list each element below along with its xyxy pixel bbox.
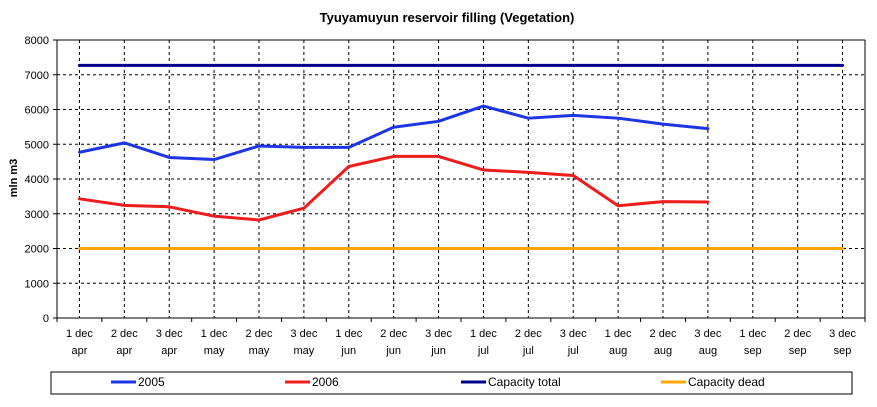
x-tick-label-month: sep — [834, 345, 852, 357]
x-tick-label-month: sep — [744, 345, 762, 357]
x-tick-label-month: apr — [71, 345, 87, 357]
x-tick-label-decade: 3 dec — [290, 328, 317, 340]
x-tick-label-decade: 1 dec — [739, 328, 766, 340]
x-tick-label-decade: 3 dec — [694, 328, 721, 340]
x-tick-label-month: may — [293, 345, 314, 357]
y-axis-label: mln m3 — [8, 159, 20, 198]
legend-label: Capacity dead — [688, 375, 765, 389]
y-tick-label: 0 — [43, 313, 49, 325]
x-tick-labels: 1 dec apr 2 dec apr 3 dec apr 1 dec may 2 dec may… — [66, 328, 857, 357]
x-tick-label-decade: 2 dec — [246, 328, 273, 340]
x-tick-label-month: may — [249, 345, 270, 357]
x-tick-label-decade: 3 dec — [829, 328, 856, 340]
legend-label: 2006 — [312, 375, 339, 389]
legend-label: Capacity total — [488, 375, 561, 389]
y-tick-label: 5000 — [25, 139, 49, 151]
x-tick-label-month: aug — [699, 345, 717, 357]
x-tick-label-decade: 1 dec — [335, 328, 362, 340]
x-tick-label-month: apr — [161, 345, 177, 357]
y-tick-label: 7000 — [25, 70, 49, 82]
axes — [53, 39, 866, 322]
y-tick-label: 6000 — [25, 105, 49, 117]
y-tick-label: 1000 — [25, 278, 49, 290]
x-tick-label-decade: 2 dec — [515, 328, 542, 340]
x-tick-label-decade: 3 dec — [425, 328, 452, 340]
y-tick-label: 2000 — [25, 244, 49, 256]
x-tick-label-month: may — [204, 345, 225, 357]
x-tick-label-month: jun — [340, 345, 356, 357]
x-tick-label-decade: 2 dec — [650, 328, 677, 340]
y-tick-labels: 0 1000 2000 3000 4000 5000 6000 7000 8000 — [25, 35, 49, 325]
x-tick-label-decade: 1 dec — [66, 328, 93, 340]
x-tick-label-decade: 2 dec — [111, 328, 138, 340]
x-tick-label-month: aug — [609, 345, 627, 357]
chart-title: Tyuyamuyun reservoir filling (Vegetation… — [320, 10, 575, 25]
x-tick-label-month: jun — [430, 345, 446, 357]
x-tick-label-month: aug — [654, 345, 672, 357]
x-tick-label-month: jul — [567, 345, 579, 357]
x-tick-label-decade: 2 dec — [784, 328, 811, 340]
x-tick-label-decade: 3 dec — [560, 328, 587, 340]
legend-label: 2005 — [138, 375, 165, 389]
x-tick-label-month: apr — [116, 345, 132, 357]
y-tick-label: 8000 — [25, 35, 49, 47]
x-tick-label-decade: 2 dec — [380, 328, 407, 340]
series-lines — [77, 63, 845, 250]
x-tick-label-month: jul — [522, 345, 534, 357]
x-tick-label-decade: 1 dec — [201, 328, 228, 340]
x-tick-label-month: jun — [385, 345, 401, 357]
y-tick-label: 4000 — [25, 174, 49, 186]
x-tick-label-decade: 3 dec — [156, 328, 183, 340]
x-tick-label-month: sep — [789, 345, 807, 357]
series-line-1 — [77, 104, 710, 162]
legend-box — [50, 371, 853, 395]
x-tick-label-decade: 1 dec — [470, 328, 497, 340]
x-tick-label-decade: 1 dec — [605, 328, 632, 340]
legend: 2005 2006 Capacity total Capacity dead — [50, 371, 853, 395]
x-tick-label-month: jul — [477, 345, 489, 357]
y-tick-label: 3000 — [25, 209, 49, 221]
series-line-2 — [77, 154, 710, 222]
